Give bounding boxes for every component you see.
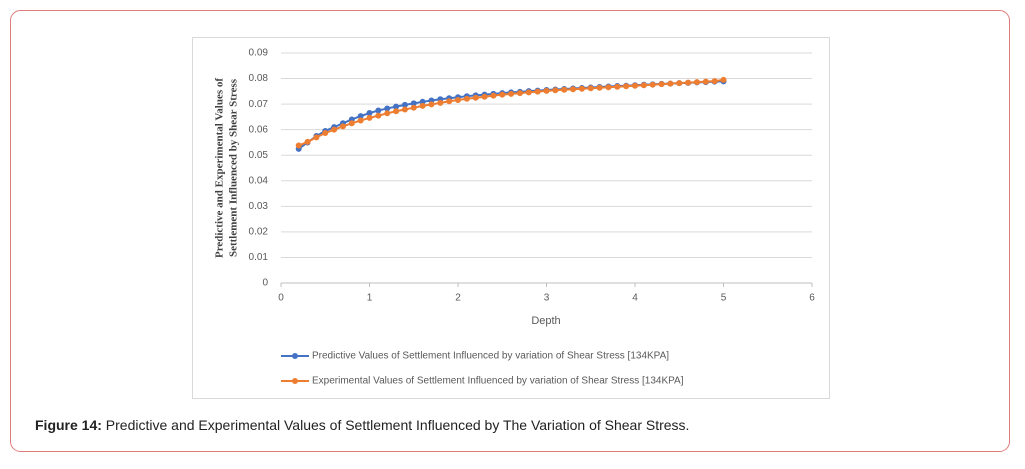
y-label-line: Predictive and Experimental Values of (214, 78, 226, 258)
point (623, 83, 630, 90)
point (632, 82, 638, 89)
point (339, 123, 346, 130)
x-axis-label: Depth (531, 315, 560, 327)
point (481, 93, 488, 100)
point (534, 88, 541, 95)
point (393, 103, 400, 110)
point (295, 142, 302, 149)
point (375, 112, 382, 119)
point (508, 90, 515, 97)
point (410, 104, 417, 111)
y-axis-label: Predictive and Experimental Values of Se… (214, 78, 240, 258)
point (587, 85, 594, 92)
point (596, 84, 603, 91)
caption-text: Predictive and Experimental Values of Se… (102, 417, 690, 433)
y-tick-label: 0.09 (249, 48, 269, 59)
point (322, 129, 329, 136)
series (295, 76, 727, 149)
point (693, 79, 700, 86)
x-tick-label: 2 (455, 293, 461, 304)
chart-frame (192, 37, 830, 399)
point (384, 110, 391, 117)
point (304, 138, 311, 145)
y-tick-label: 0.05 (249, 150, 269, 161)
point (472, 94, 479, 101)
y-tick-label: 0.07 (249, 99, 269, 110)
y-tick-label: 0.04 (249, 175, 269, 186)
y-tick-label: 0.02 (249, 227, 269, 238)
point (543, 87, 550, 94)
point (313, 134, 320, 141)
point (711, 78, 718, 85)
point (605, 84, 612, 91)
point (702, 78, 709, 85)
point (375, 107, 382, 114)
legend-label: Experimental Values of Settlement Influe… (312, 376, 684, 387)
point (676, 80, 683, 87)
point (561, 86, 568, 93)
point (516, 90, 523, 97)
y-label-line: Settlement Influenced by Shear Stress (228, 78, 240, 257)
point (357, 113, 364, 120)
point (499, 91, 506, 98)
point (366, 114, 373, 121)
point (570, 86, 577, 93)
point (685, 79, 692, 86)
y-tick-label: 0.01 (249, 252, 269, 263)
legend-label: Predictive Values of Settlement Influenc… (312, 351, 669, 362)
x-tick-label: 6 (809, 293, 815, 304)
point (552, 87, 559, 94)
point (578, 85, 585, 92)
point (366, 110, 373, 117)
x-tick-label: 0 (278, 293, 284, 304)
point (463, 95, 470, 102)
point (410, 100, 417, 107)
point (437, 99, 444, 106)
point (490, 92, 497, 99)
y-tick-label: 0.03 (249, 201, 269, 212)
legend-marker (292, 353, 298, 359)
point (428, 101, 435, 108)
x-tick-label: 5 (721, 293, 727, 304)
y-tick-label: 0.06 (249, 124, 269, 135)
y-tick-label: 0.08 (249, 73, 269, 84)
x-tick-label: 4 (632, 293, 638, 304)
point (401, 101, 408, 108)
point (401, 106, 408, 113)
point (720, 76, 727, 83)
caption: Figure 14: Predictive and Experimental V… (35, 417, 689, 433)
point (419, 102, 426, 109)
point (658, 81, 665, 88)
point (348, 120, 355, 127)
point (455, 97, 461, 104)
caption-label: Figure 14: (35, 417, 102, 433)
legend-marker (292, 378, 298, 384)
point (640, 82, 647, 89)
point (667, 80, 674, 87)
x-tick-label: 1 (367, 293, 373, 304)
point (393, 108, 400, 115)
y-tick-label: 0 (262, 278, 268, 289)
point (384, 105, 391, 112)
point (357, 117, 364, 124)
point (649, 81, 656, 88)
point (614, 83, 621, 90)
point (525, 89, 532, 96)
point (331, 126, 338, 133)
x-tick-label: 3 (544, 293, 550, 304)
point (446, 98, 453, 105)
